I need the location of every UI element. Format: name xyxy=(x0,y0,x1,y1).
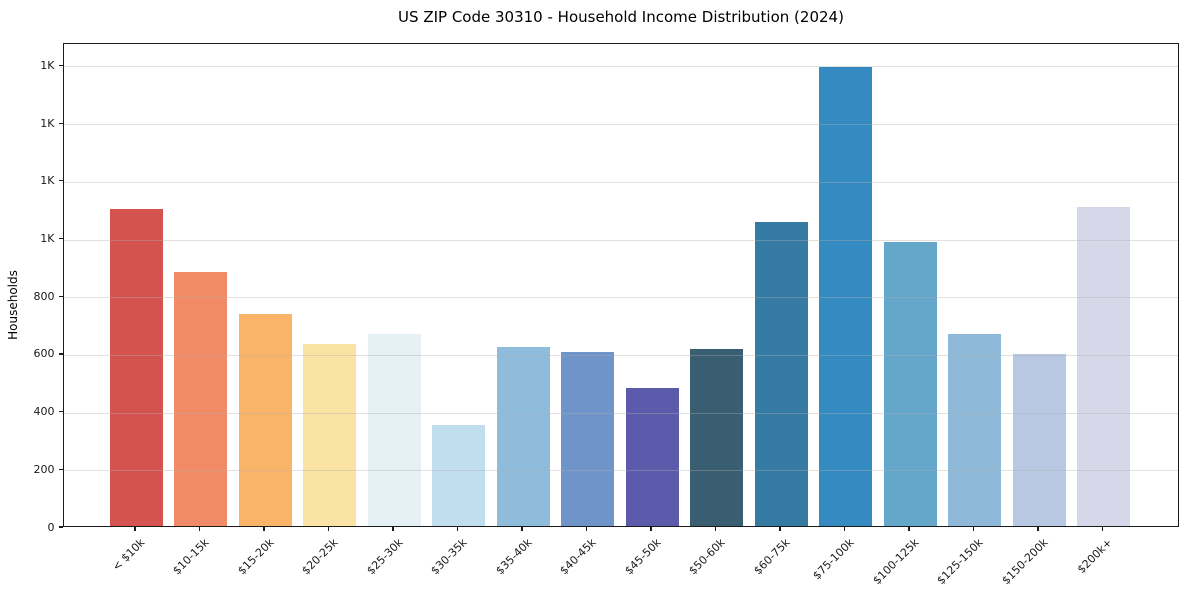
x-tick-mark xyxy=(972,527,975,531)
x-tick-mark xyxy=(843,527,846,531)
x-tick-mark xyxy=(456,527,459,531)
bar-$125-150k xyxy=(948,334,1001,526)
x-tick-mark xyxy=(585,527,588,531)
y-tick-label: 1K xyxy=(40,174,55,188)
y-tick-mark xyxy=(58,526,63,528)
gridline xyxy=(64,470,1178,472)
y-tick-mark xyxy=(58,468,63,470)
y-tick-label: 600 xyxy=(33,347,55,361)
x-tick-mark xyxy=(521,527,523,531)
x-tick-mark xyxy=(134,527,136,531)
y-tick-label: 1K xyxy=(40,58,55,72)
y-tick-mark xyxy=(58,180,63,182)
x-tick-mark xyxy=(1037,527,1039,531)
x-tick-mark xyxy=(1101,527,1104,531)
bar-$60-75k xyxy=(754,221,808,526)
bar-$20-25k xyxy=(303,344,356,526)
bar-$45-50k xyxy=(625,387,679,526)
x-tick-mark xyxy=(392,527,394,531)
y-axis-label: Households xyxy=(6,270,20,340)
bar-$150-200k xyxy=(1012,354,1066,526)
x-tick-mark xyxy=(327,527,330,531)
bar-< $10k xyxy=(109,208,163,526)
y-tick-mark xyxy=(58,411,63,413)
gridline xyxy=(64,354,1178,356)
bar-$15-20k xyxy=(238,314,292,526)
y-tick-mark xyxy=(58,64,63,67)
y-tick-label: 800 xyxy=(33,289,55,303)
gridline xyxy=(64,66,1178,68)
y-tick-mark xyxy=(58,237,63,240)
x-tick-mark xyxy=(263,527,265,531)
gridline xyxy=(64,124,1178,126)
x-tick-mark xyxy=(714,527,717,531)
y-tick-mark xyxy=(58,295,63,297)
x-tick-mark xyxy=(198,527,201,531)
gridline xyxy=(64,239,1178,241)
chart-title: US ZIP Code 30310 - Household Income Dis… xyxy=(398,8,844,26)
gridline xyxy=(64,297,1178,299)
bar-$40-45k xyxy=(561,351,614,526)
bar-$10-15k xyxy=(174,272,227,526)
bar-$30-35k xyxy=(432,425,485,526)
y-tick-mark xyxy=(58,122,63,124)
gridline xyxy=(64,412,1178,414)
y-tick-label: 0 xyxy=(47,520,55,534)
y-tick-label: 1K xyxy=(40,232,55,246)
gridline xyxy=(64,181,1178,183)
plot-area xyxy=(63,43,1179,527)
bar-$50-60k xyxy=(690,348,743,526)
y-tick-mark xyxy=(58,353,63,355)
bar-$75-100k xyxy=(819,67,872,526)
y-tick-label: 1K xyxy=(40,116,55,130)
y-tick-label: 400 xyxy=(33,405,55,419)
x-tick-mark xyxy=(779,527,781,531)
bar-$200k+ xyxy=(1077,207,1130,526)
y-tick-label: 200 xyxy=(33,462,55,476)
x-tick-mark xyxy=(650,527,652,531)
bar-$35-40k xyxy=(496,347,550,526)
x-tick-mark xyxy=(908,527,910,531)
bar-$25-30k xyxy=(367,334,421,526)
bar-$100-125k xyxy=(883,241,937,526)
